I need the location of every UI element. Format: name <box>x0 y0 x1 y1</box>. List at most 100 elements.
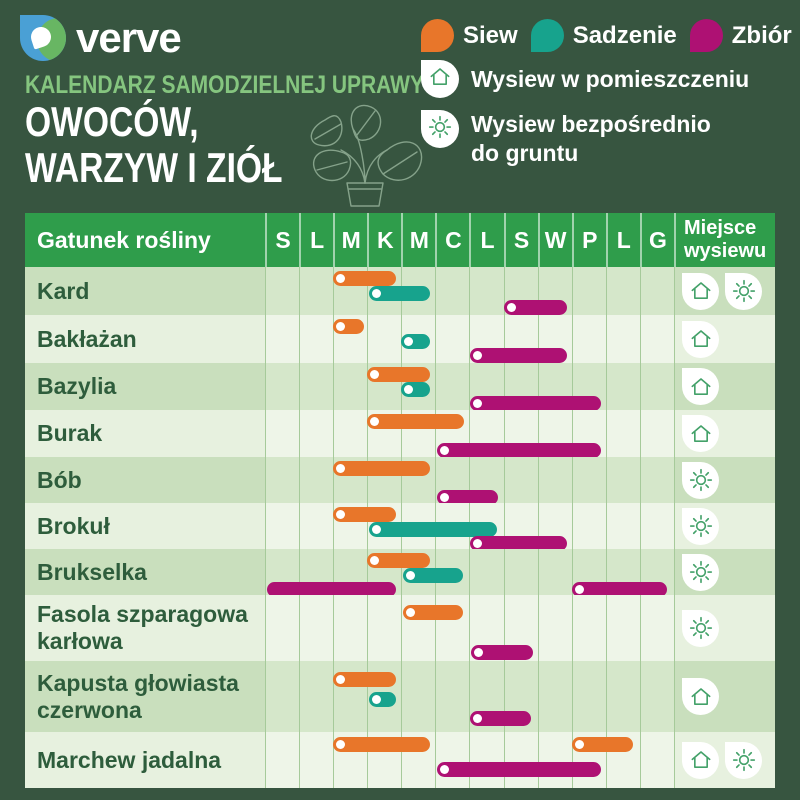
month-cell <box>401 549 435 595</box>
bar-siew <box>367 367 431 382</box>
sun-icon <box>421 110 459 148</box>
month-cell <box>639 457 674 503</box>
month-cell <box>333 549 367 595</box>
table-row: Kard <box>25 267 775 315</box>
month-cell <box>571 410 606 457</box>
month-cell <box>469 661 503 732</box>
bar-start-dot <box>336 740 346 749</box>
month-grid <box>265 549 674 597</box>
month-cell <box>333 315 367 363</box>
month-cell <box>605 549 640 595</box>
month-header-3: K <box>367 213 401 267</box>
species-name: Burak <box>25 410 265 457</box>
bar-sadzenie <box>403 568 463 583</box>
month-cell <box>299 595 333 661</box>
house-icon <box>682 320 719 358</box>
month-cell <box>503 410 538 457</box>
sun-icon <box>682 461 719 499</box>
bar-siew <box>333 461 431 476</box>
month-cell <box>367 503 401 549</box>
month-cell <box>605 595 640 661</box>
month-cell <box>537 315 572 363</box>
month-cell <box>605 661 640 732</box>
bar-zbior <box>571 582 668 597</box>
house-icon <box>421 60 459 98</box>
month-grid <box>265 315 674 363</box>
month-cell <box>537 410 572 457</box>
bar-start-dot <box>336 675 346 684</box>
month-grid <box>265 410 674 458</box>
species-name: Marchew jadalna <box>25 732 265 788</box>
page-title: OWOCÓW, WARZYW I ZIÓŁ <box>25 99 283 191</box>
legend-outdoor-label: Wysiew bezpośrednio do gruntu <box>471 111 711 166</box>
species-name: Brukselka <box>25 549 265 595</box>
month-cell <box>299 503 333 549</box>
table-row: Kapusta głowiasta czerwona <box>25 661 775 732</box>
month-cell <box>367 410 401 457</box>
bar-zbior <box>469 396 601 411</box>
bar-siew <box>333 271 397 286</box>
bar-zbior <box>469 711 531 726</box>
month-cell <box>333 410 367 457</box>
month-cell <box>639 315 674 363</box>
sun-icon <box>682 553 719 591</box>
month-cell <box>469 267 503 315</box>
bar-siew <box>367 553 431 568</box>
month-cell <box>299 410 333 457</box>
legend-label-zbior: Zbiór <box>731 21 792 49</box>
bar-siew <box>333 319 364 334</box>
month-cell <box>299 732 333 788</box>
verve-droplet-icon <box>20 15 66 61</box>
bar-zbior <box>503 300 567 315</box>
month-cell <box>503 315 538 363</box>
month-cell <box>299 267 333 315</box>
month-grid <box>265 661 674 732</box>
month-cell <box>367 267 401 315</box>
calendar-kicker: KALENDARZ SAMODZIELNEJ UPRAWY <box>25 71 425 99</box>
month-cell <box>265 267 299 315</box>
bar-start-dot <box>440 493 450 502</box>
month-cell <box>435 457 469 503</box>
sun-icon <box>725 272 762 310</box>
legend-swatch-siew <box>421 19 454 52</box>
month-header-7: S <box>503 213 538 267</box>
bar-zbior <box>471 645 533 660</box>
bar-start-dot <box>472 714 482 723</box>
month-cell <box>333 661 367 732</box>
month-grid <box>265 595 674 661</box>
bar-start-dot <box>472 399 482 408</box>
month-cell <box>367 661 401 732</box>
month-cell <box>469 457 503 503</box>
month-cell <box>571 267 606 315</box>
place-column-header: Miejsce wysiewu <box>674 213 775 267</box>
place-cell <box>674 267 775 315</box>
verve-logo: verve <box>20 15 182 61</box>
month-grid <box>265 503 674 551</box>
month-cell <box>639 549 674 595</box>
month-cell <box>435 595 469 661</box>
month-cell <box>265 595 299 661</box>
month-cell <box>435 267 469 315</box>
month-cell <box>265 315 299 363</box>
month-cell <box>265 732 299 788</box>
month-cell <box>571 595 606 661</box>
month-header-1: L <box>299 213 333 267</box>
month-cell <box>367 549 401 595</box>
month-cell <box>469 315 503 363</box>
legend-item-siew: Siew <box>421 19 518 52</box>
bar-siew <box>333 672 397 687</box>
legend-item-zbior: Zbiór <box>689 19 792 52</box>
month-cell <box>401 595 435 661</box>
month-cell <box>469 363 503 410</box>
bar-start-dot <box>574 740 584 749</box>
month-cell <box>537 503 572 549</box>
month-cell <box>571 363 606 410</box>
table-row: Brokuł <box>25 503 775 551</box>
sun-icon <box>725 741 762 779</box>
month-cell <box>367 457 401 503</box>
month-cell <box>605 732 640 788</box>
month-cell <box>265 661 299 732</box>
legend-indoor-label: Wysiew w pomieszczeniu <box>471 65 750 92</box>
month-cell <box>639 267 674 315</box>
